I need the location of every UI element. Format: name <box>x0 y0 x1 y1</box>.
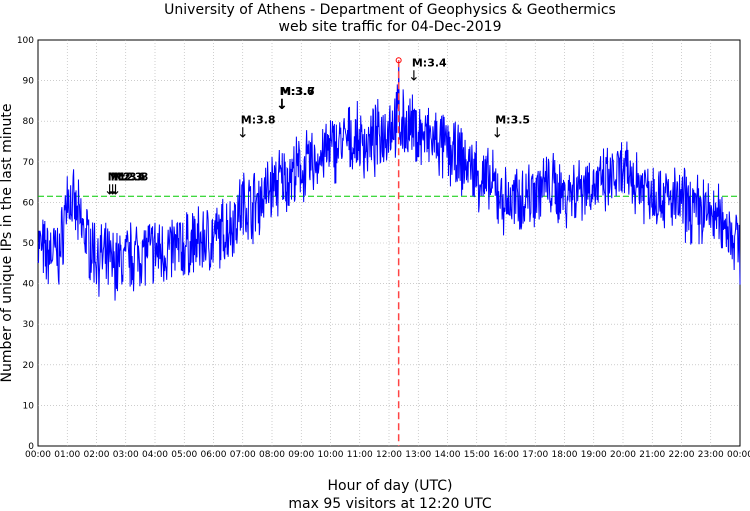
annotation-label: M:3.4 <box>412 57 447 70</box>
annotation-label: M:2.6 <box>111 170 146 183</box>
annotation-label: M:3.8 <box>114 170 149 183</box>
annotation-arrow: ↓ <box>276 97 288 113</box>
y-tick-label: 30 <box>23 320 35 330</box>
x-tick-label: 17:00 <box>522 450 548 460</box>
annotation-label: M:3.8 <box>241 113 276 126</box>
x-tick-label: 15:00 <box>464 450 490 460</box>
x-tick-label: 11:00 <box>347 450 373 460</box>
x-tick-label: 06:00 <box>201 450 227 460</box>
y-tick-label: 100 <box>17 36 34 46</box>
x-tick-label: 21:00 <box>639 450 665 460</box>
x-tick-label: 20:00 <box>610 450 636 460</box>
y-tick-label: 90 <box>23 77 35 87</box>
annotation-arrow: ↓ <box>104 182 116 198</box>
annotation-label: M:3.7 <box>280 85 315 98</box>
max-summary-label: max 95 visitors at 12:20 UTC <box>288 496 491 511</box>
grid-lines <box>38 40 740 446</box>
y-tick-label: 70 <box>23 158 35 168</box>
y-tick-label: 80 <box>23 117 35 127</box>
x-tick-label: 16:00 <box>493 450 519 460</box>
y-tick-label: 40 <box>23 280 35 290</box>
x-tick-label: 14:00 <box>435 450 461 460</box>
x-tick-label: 10:00 <box>318 450 344 460</box>
x-tick-label: 19:00 <box>581 450 607 460</box>
annotation-arrow: ↓ <box>491 125 503 141</box>
x-tick-label: 08:00 <box>259 450 285 460</box>
y-tick-label: 0 <box>28 442 34 452</box>
annotation-arrow: ↓ <box>408 69 420 85</box>
annotation-arrow: ↓ <box>276 97 288 113</box>
annotation-arrow: ↓ <box>237 125 249 141</box>
x-tick-label: 18:00 <box>552 450 578 460</box>
y-axis-label: Number of unique IPs in the last minute <box>0 104 15 383</box>
y-tick-label: 10 <box>23 401 35 411</box>
x-tick-label: 09:00 <box>288 450 314 460</box>
x-tick-label: 13:00 <box>405 450 431 460</box>
x-tick-label: 07:00 <box>230 450 256 460</box>
chart-title: University of Athens - Department of Geo… <box>164 2 616 18</box>
x-tick-label: 00:00 <box>25 450 51 460</box>
y-tick-label: 60 <box>23 198 35 208</box>
x-tick-label: 23:00 <box>698 450 724 460</box>
x-tick-label: 02:00 <box>84 450 110 460</box>
y-tick-label: 50 <box>23 239 35 249</box>
x-tick-label: 05:00 <box>171 450 197 460</box>
x-tick-label: 22:00 <box>669 450 695 460</box>
x-tick-label: 03:00 <box>113 450 139 460</box>
x-axis: 00:00 01:00 02:00 03:00 04:00 05:00 06:00 07:00… <box>25 450 750 460</box>
x-tick-label: 00:00 <box>727 450 750 460</box>
y-axis: 0 10 20 30 40 50 60 70 80 90 100 <box>17 36 34 452</box>
x-tick-label: 01:00 <box>54 450 80 460</box>
annotation-label: M:2.3 <box>108 170 143 183</box>
x-tick-label: 04:00 <box>142 450 168 460</box>
annotation-label: M:3.5 <box>495 113 530 126</box>
earthquake-annotations: ↓M:2.3↓M:2.6↓M:3.8↓M:3.8↓M:3.6↓M:3.7↓M:3… <box>104 57 530 199</box>
annotation-arrow: ↓ <box>110 182 122 198</box>
annotation-arrow: ↓ <box>107 182 119 198</box>
x-tick-label: 12:00 <box>376 450 402 460</box>
chart-subtitle: web site traffic for 04-Dec-2019 <box>279 19 502 35</box>
annotation-label: M:3.6 <box>280 85 315 98</box>
y-tick-label: 20 <box>23 361 35 371</box>
max-marker-point <box>395 57 402 64</box>
series-visitors-line <box>37 60 741 301</box>
x-axis-label: Hour of day (UTC) <box>328 478 453 494</box>
